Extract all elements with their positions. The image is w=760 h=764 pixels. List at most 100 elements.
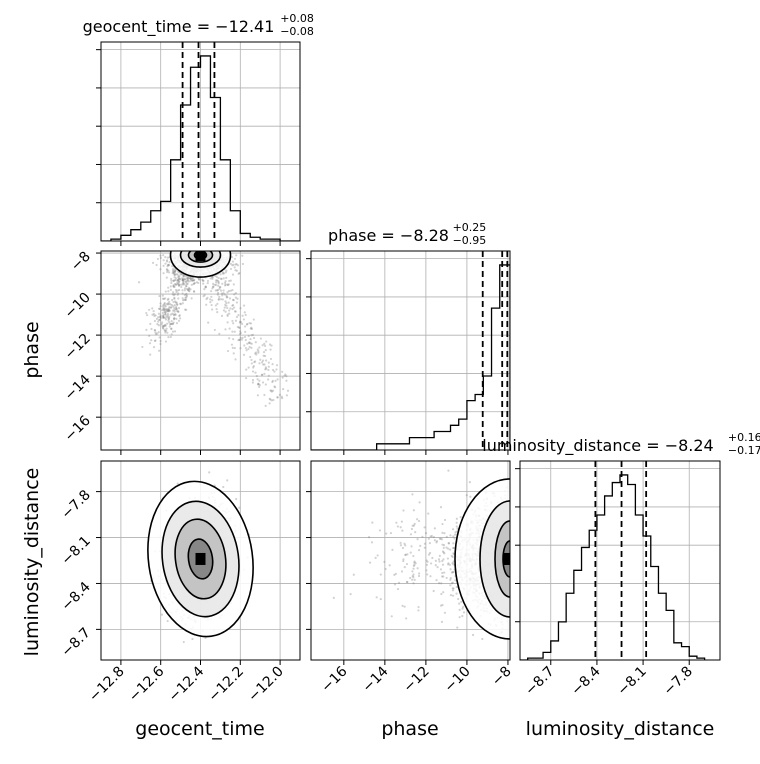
sample-point <box>158 318 162 321</box>
sample-point <box>184 298 187 301</box>
sample-point <box>263 372 266 375</box>
sample-point <box>232 263 235 266</box>
sample-point <box>261 359 265 362</box>
sample-point <box>224 271 227 274</box>
sample-point <box>234 296 237 299</box>
histogram-frame-geocent_time <box>96 41 301 246</box>
sample-point <box>273 386 277 389</box>
sample-point <box>167 308 170 311</box>
sample-point <box>250 327 254 330</box>
sample-point <box>160 323 163 326</box>
sample-point <box>229 267 233 271</box>
sample-point <box>193 290 196 293</box>
sample-point <box>163 324 166 327</box>
sample-point <box>172 267 175 270</box>
sample-point <box>417 519 421 523</box>
sample-point <box>170 281 173 285</box>
sample-point <box>384 567 387 571</box>
sample-point <box>244 346 248 350</box>
sample-point <box>216 293 219 296</box>
sample-point <box>204 286 208 289</box>
sample-point <box>440 582 443 585</box>
sample-point <box>166 322 169 325</box>
sample-point <box>164 308 167 311</box>
sample-point <box>219 298 223 301</box>
sample-point <box>285 379 288 382</box>
sample-point <box>153 314 156 318</box>
sample-point <box>250 362 253 365</box>
sample-point <box>428 542 431 545</box>
sample-point <box>170 279 173 282</box>
sample-point <box>412 509 415 512</box>
sample-point <box>145 328 148 331</box>
sample-point <box>180 285 183 289</box>
sample-point <box>219 277 222 280</box>
sample-point <box>207 321 210 324</box>
sample-point <box>244 338 247 342</box>
sample-point <box>163 302 166 306</box>
sample-point <box>255 351 258 354</box>
y-tick-label: −8.4 <box>58 579 93 614</box>
sample-point <box>238 321 242 324</box>
sample-point <box>189 277 192 280</box>
sample-point <box>238 326 241 329</box>
sample-point <box>268 402 271 405</box>
sample-point <box>425 569 428 572</box>
sample-point <box>449 594 453 597</box>
sample-point <box>411 493 414 496</box>
sample-point <box>160 613 164 616</box>
sample-point <box>213 328 216 332</box>
sample-point <box>404 544 407 547</box>
sample-point <box>213 283 216 286</box>
sample-point <box>221 271 224 274</box>
sample-point <box>201 279 205 282</box>
sample-point <box>451 581 454 584</box>
sample-point <box>239 331 242 335</box>
sample-point <box>435 541 438 544</box>
sample-point <box>433 527 436 530</box>
sample-point <box>164 329 167 333</box>
sample-point <box>400 520 403 523</box>
sample-point <box>235 254 238 257</box>
sample-point <box>168 323 172 326</box>
sample-point <box>174 277 178 280</box>
sample-point <box>410 545 413 548</box>
sample-point <box>424 532 428 535</box>
sample-point <box>390 615 393 618</box>
sample-point <box>237 313 240 317</box>
sample-point <box>239 336 242 340</box>
sample-point <box>191 279 194 282</box>
sample-point <box>274 379 277 382</box>
sample-point <box>233 310 237 313</box>
sample-point <box>249 327 252 330</box>
sample-point <box>270 399 273 402</box>
sample-point <box>173 306 176 310</box>
sample-point <box>228 337 231 340</box>
sample-point <box>148 342 152 345</box>
sample-point <box>184 275 187 278</box>
sample-point <box>261 373 264 377</box>
sample-point <box>245 349 248 352</box>
histogram-step-phase <box>311 264 510 450</box>
x-axis-label-geocent_time: geocent_time <box>135 718 264 740</box>
sample-point <box>172 318 176 321</box>
sample-point <box>247 341 251 345</box>
sample-point <box>425 563 429 566</box>
sample-point <box>178 314 181 318</box>
sample-point <box>368 561 372 564</box>
y-tick-label: −16 <box>62 413 94 445</box>
panel-title-text: luminosity_distance = −8.24 <box>482 436 713 456</box>
sample-point <box>442 558 445 561</box>
sample-point <box>204 285 207 288</box>
sample-point <box>451 555 454 559</box>
sample-point <box>159 342 162 346</box>
sample-point <box>167 336 170 339</box>
sample-point <box>224 300 227 303</box>
sample-point <box>270 389 273 392</box>
sample-point <box>171 293 174 296</box>
sample-point <box>258 383 261 387</box>
sample-point <box>176 303 179 306</box>
sample-point <box>222 289 225 292</box>
sample-point <box>248 341 251 344</box>
y-tick-label: −14 <box>62 372 94 404</box>
